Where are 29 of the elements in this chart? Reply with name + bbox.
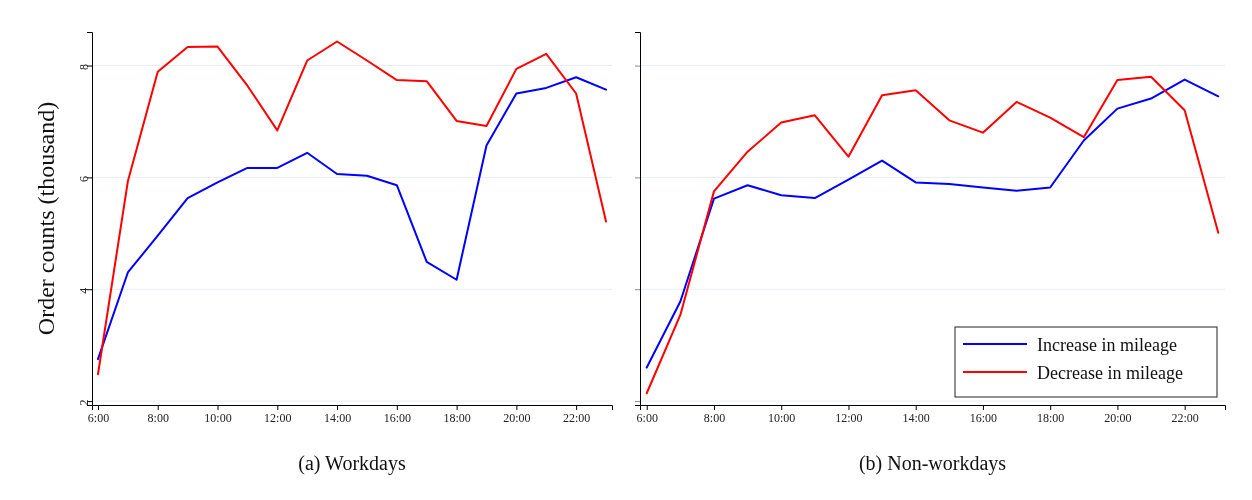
x-tick-label: 10:00 [768,410,796,425]
x-tick-label: 6:00 [636,410,658,425]
text: (a) Workdays [298,452,406,475]
x-tick-label: 16:00 [383,410,411,425]
x-tick-label: 20:00 [1104,410,1132,425]
x-tick-label: 10:00 [204,410,232,425]
x-tick-label: 8:00 [703,410,726,425]
legend-label: Decrease in mileage [1037,363,1183,383]
x-tick-label: 12:00 [264,410,292,425]
y-tick-label: 4 [76,287,91,294]
x-tick-label: 8:00 [147,410,169,425]
x-tick-label: 18:00 [1037,410,1065,425]
x-tick-label: 12:00 [835,410,863,425]
x-tick-label: 22:00 [1171,410,1199,425]
x-tick-label: 16:00 [969,410,998,425]
legend-label: Increase in mileage [1037,335,1177,355]
text: (b) Non-workdays [858,452,1007,475]
y-axis-title: Order counts (thousand) [33,101,59,336]
x-tick-label: 18:00 [443,410,471,425]
x-tick-label: 14:00 [323,410,352,425]
y-tick-label: 8 [76,64,91,71]
x-tick-label: 14:00 [902,410,930,425]
line-series [96,76,608,361]
x-tick-label: 6:00 [87,410,110,425]
x-tick-label: 22:00 [562,410,591,425]
y-tick-label: 2 [76,399,91,406]
line-series [96,40,608,376]
x-tick-label: 20:00 [503,410,531,425]
y-tick-label: 6 [76,175,91,182]
